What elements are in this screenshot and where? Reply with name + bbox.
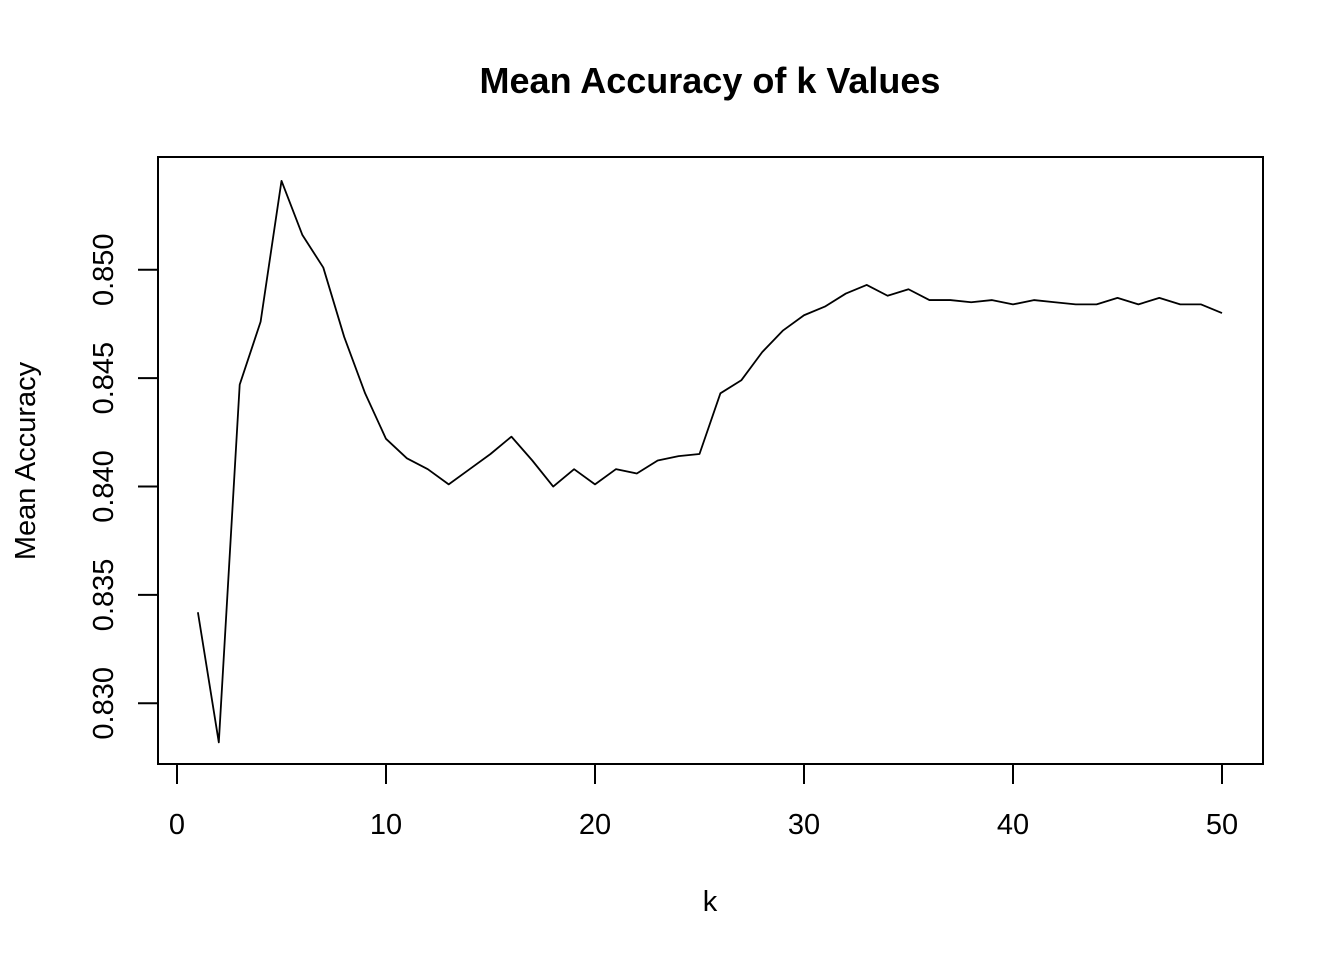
chart-title: Mean Accuracy of k Values [480,60,941,101]
x-tick-label: 50 [1206,809,1238,841]
x-tick-label: 30 [788,809,820,841]
y-tick-label: 0.835 [88,559,120,632]
x-axis: 0 10 20 30 40 50 [169,763,1238,841]
y-tick-label: 0.850 [88,233,120,306]
y-axis: 0.830 0.835 0.840 0.845 0.850 [88,233,159,740]
y-tick-label: 0.830 [88,667,120,740]
x-tick-label: 0 [169,809,185,841]
x-tick-label: 40 [997,809,1029,841]
y-tick-label: 0.840 [88,450,120,523]
x-tick-label: 20 [579,809,611,841]
y-tick-label: 0.845 [88,342,120,415]
x-axis-label: k [703,886,718,918]
series-line [197,179,1223,744]
plot-frame [157,156,1264,765]
y-axis-label: Mean Accuracy [10,361,42,560]
x-tick-label: 10 [370,809,402,841]
